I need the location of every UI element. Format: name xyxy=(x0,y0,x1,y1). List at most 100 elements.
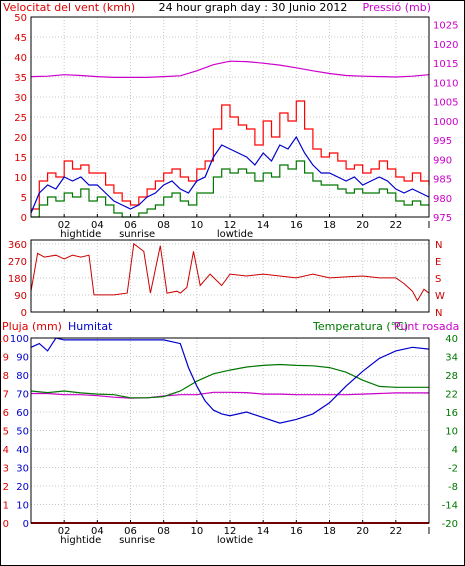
event-label-lowtide: lowtide xyxy=(217,229,253,240)
direction-panel-frame xyxy=(30,239,430,313)
wind-panel-frame xyxy=(30,16,430,218)
wind-panel: 0510152025303540455097598098599099510001… xyxy=(14,13,458,240)
pressure-tick-label: 980 xyxy=(433,194,452,205)
time-tick-label: 08 xyxy=(157,220,170,231)
rain-tick-label: 8 xyxy=(3,371,9,382)
pressure-tick-label: 1000 xyxy=(433,117,458,128)
time-tick-label: 02 xyxy=(58,220,71,231)
time-tick-label: 04 xyxy=(91,220,104,231)
direction-tick-label: 360 xyxy=(8,240,27,251)
pressure-axis-label: Pressió (mb) xyxy=(362,1,431,14)
humidity-axis-label: Humitat xyxy=(68,320,113,333)
humidity-tick-label: 0 xyxy=(23,519,29,530)
pressure-tick-label: 995 xyxy=(433,136,452,147)
wind-tick-label: 50 xyxy=(14,13,27,24)
humidity-tick-label: 20 xyxy=(16,482,29,493)
direction-tick-label: 90 xyxy=(14,291,27,302)
climate-panel-frame xyxy=(30,337,430,524)
event-label-sunrise: sunrise xyxy=(119,535,155,546)
time-tick-label: 14 xyxy=(257,220,270,231)
pressure-tick-label: 1010 xyxy=(433,78,458,89)
direction-series-line xyxy=(30,242,430,302)
humidity-tick-label: 70 xyxy=(16,390,29,401)
pressure-series-line xyxy=(30,60,430,78)
time-tick-label: 06 xyxy=(124,220,137,231)
temperature-tick-label: 28 xyxy=(445,371,458,382)
time-tick-label: 18 xyxy=(323,220,336,231)
climate-panel: 0011022033044055066077088099010100-20-14… xyxy=(0,334,458,546)
temperature-series-line xyxy=(30,363,429,399)
rain-tick-label: 5 xyxy=(3,427,9,438)
time-tick-label: 12 xyxy=(224,220,237,231)
temperature-tick-label: 34 xyxy=(445,353,458,364)
compass-label: N xyxy=(435,308,442,319)
wind-tick-label: 5 xyxy=(21,193,27,204)
humidity-tick-label: 10 xyxy=(16,501,29,512)
event-label-hightide: hightide xyxy=(60,535,101,546)
wind-tick-label: 45 xyxy=(14,33,27,44)
temperature-axis-label: Temperatura (°C) xyxy=(312,320,408,333)
rain-tick-label: 6 xyxy=(3,408,9,419)
time-tick-label: 22 xyxy=(389,220,402,231)
temperature-tick-label: 10 xyxy=(445,427,458,438)
wind-tick-label: 25 xyxy=(14,113,27,124)
wind-tick-label: 35 xyxy=(14,73,27,84)
time-tick-label: 08 xyxy=(157,526,170,537)
humidity-tick-label: 90 xyxy=(16,353,29,364)
time-tick-label: 12 xyxy=(224,526,237,537)
time-tick-label: 10 xyxy=(190,220,203,231)
compass-label: S xyxy=(435,274,441,285)
humidity-tick-label: 60 xyxy=(16,408,29,419)
wind-tick-label: 0 xyxy=(21,213,27,224)
time-tick-label: I xyxy=(428,526,431,537)
wind-tick-label: 10 xyxy=(14,173,27,184)
time-tick-label: 20 xyxy=(356,526,369,537)
dewpoint-series-line xyxy=(31,391,429,399)
humidity-tick-label: 100 xyxy=(10,334,29,345)
time-tick-label: 04 xyxy=(91,526,104,537)
time-tick-label: I xyxy=(428,220,431,231)
pressure-tick-label: 990 xyxy=(433,155,452,166)
humidity-tick-label: 50 xyxy=(16,427,29,438)
pressure-tick-label: 1025 xyxy=(433,21,458,32)
time-tick-label: 20 xyxy=(356,220,369,231)
direction-panel: 0 N 90 W 180 S 270 E 360 N xyxy=(8,239,445,319)
rain-tick-label: 4 xyxy=(3,445,9,456)
dewpoint-axis-label: Punt rosada xyxy=(394,320,459,333)
time-tick-label: 16 xyxy=(290,220,303,231)
humidity-tick-label: 40 xyxy=(16,445,29,456)
rain-tick-label: 10 xyxy=(0,334,9,345)
wind-tick-label: 15 xyxy=(14,153,27,164)
rain-tick-label: 7 xyxy=(3,390,9,401)
rain-tick-label: 9 xyxy=(3,353,9,364)
compass-label: N xyxy=(435,240,442,251)
wind-axis-label: Velocitat del vent (kmh) xyxy=(3,1,135,14)
average-series-line xyxy=(30,135,430,214)
pressure-tick-label: 975 xyxy=(433,213,452,224)
event-label-hightide: hightide xyxy=(60,229,101,240)
temperature-tick-label: 22 xyxy=(445,390,458,401)
time-tick-label: 18 xyxy=(323,526,336,537)
temperature-tick-label: -2 xyxy=(448,464,458,475)
time-tick-label: 16 xyxy=(290,526,303,537)
temperature-tick-label: 40 xyxy=(445,334,458,345)
time-tick-label: 10 xyxy=(190,526,203,537)
minimum-series-line xyxy=(31,160,429,218)
pressure-tick-label: 1005 xyxy=(433,98,458,109)
rain-tick-label: 3 xyxy=(3,464,9,475)
compass-label: W xyxy=(435,291,445,302)
event-label-lowtide: lowtide xyxy=(217,535,253,546)
time-tick-label: 02 xyxy=(58,526,71,537)
rain-tick-label: 2 xyxy=(3,482,9,493)
temperature-tick-label: 4 xyxy=(452,445,458,456)
time-tick-label: 22 xyxy=(389,526,402,537)
temperature-tick-label: -8 xyxy=(448,482,458,493)
time-tick-label: 06 xyxy=(124,526,137,537)
humidity-series-line xyxy=(30,337,430,424)
gust-series-line xyxy=(31,100,430,210)
pressure-tick-label: 985 xyxy=(433,175,452,186)
compass-label: E xyxy=(435,257,441,268)
direction-tick-label: 180 xyxy=(8,274,27,285)
direction-tick-label: 0 xyxy=(21,308,27,319)
